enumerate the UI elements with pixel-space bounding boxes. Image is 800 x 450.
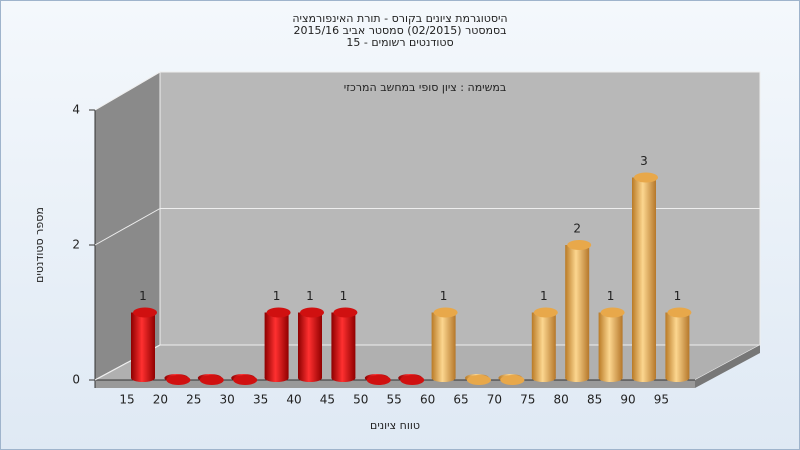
bar — [298, 307, 324, 382]
bar-top — [667, 307, 692, 318]
data-label: 1 — [306, 289, 314, 303]
bar-top — [166, 375, 191, 385]
data-label: 1 — [273, 289, 281, 303]
x-tick-label: 60 — [420, 393, 435, 407]
data-label: 1 — [440, 289, 448, 303]
bar-top — [500, 375, 525, 385]
bar-top — [333, 307, 358, 318]
bar-top — [533, 307, 558, 318]
bar — [665, 307, 692, 382]
bar-top — [133, 307, 157, 318]
x-tick-label: 15 — [119, 393, 134, 407]
data-label: 2 — [573, 222, 581, 236]
bar-body — [331, 312, 356, 378]
bar-top — [199, 375, 224, 385]
grid-line — [94, 208, 161, 246]
bar — [431, 307, 458, 382]
x-tick-label: 70 — [487, 393, 502, 407]
bar-top — [400, 375, 425, 385]
floor-edge — [695, 345, 760, 388]
bar-body — [131, 312, 155, 378]
x-tick-label: 20 — [153, 393, 168, 407]
x-axis-label: טווח ציונים — [370, 419, 420, 432]
bar — [632, 172, 658, 382]
bar-body — [632, 177, 656, 378]
x-tick-label: 45 — [320, 393, 335, 407]
bar — [598, 307, 625, 382]
bar — [131, 307, 157, 382]
bar-top — [467, 375, 491, 385]
bar — [231, 374, 258, 385]
x-tick-label: 30 — [220, 393, 235, 407]
bar-body — [598, 312, 623, 378]
bar-body — [264, 312, 289, 378]
data-label: 1 — [674, 289, 682, 303]
bar-top — [266, 307, 291, 318]
bar — [331, 307, 358, 382]
x-tick-label: 95 — [654, 393, 669, 407]
bar — [264, 307, 291, 382]
y-tick-label: 4 — [72, 103, 80, 117]
bar — [364, 374, 391, 385]
bar — [197, 374, 224, 385]
grid-line — [94, 71, 161, 111]
bar — [465, 374, 491, 385]
bar-top — [634, 172, 658, 183]
bar-top — [433, 307, 458, 318]
bar — [565, 240, 592, 382]
annotation: במשימה : ציון סופי במחשב המרכזי — [344, 81, 507, 94]
bar-body — [565, 245, 590, 378]
bar-top — [600, 307, 625, 318]
x-tick-label: 85 — [587, 393, 602, 407]
x-tick-label: 50 — [353, 393, 368, 407]
floor — [94, 344, 761, 381]
y-axis-label: מספר סטודנטים — [33, 207, 46, 283]
bar-top — [366, 375, 391, 385]
x-tick-label: 90 — [620, 393, 635, 407]
bar-body — [531, 312, 556, 378]
bar-body — [431, 312, 456, 378]
bar-top — [233, 375, 258, 385]
bar — [398, 374, 425, 385]
data-label: 1 — [607, 289, 615, 303]
bar — [531, 307, 558, 382]
x-tick-label: 40 — [286, 393, 301, 407]
bar — [498, 374, 525, 385]
data-label: 1 — [540, 289, 548, 303]
x-tick-label: 55 — [387, 393, 402, 407]
subtitle: סטודנטים רשומים - 15 — [346, 36, 453, 49]
x-tick-label: 75 — [520, 393, 535, 407]
bar-top — [567, 240, 592, 250]
y-tick-label: 0 — [72, 373, 80, 387]
bar-body — [665, 312, 690, 378]
subtitle: בסמסטר (02/2015) סמסטר אביב 2015/16 — [293, 24, 506, 37]
x-tick-label: 80 — [554, 393, 569, 407]
x-tick-label: 25 — [186, 393, 201, 407]
x-tick-label: 35 — [253, 393, 268, 407]
data-label: 1 — [139, 289, 147, 303]
y-tick-label: 2 — [72, 238, 80, 252]
x-tick-label: 65 — [453, 393, 468, 407]
data-label: 3 — [640, 154, 648, 168]
bar — [164, 374, 191, 385]
chart-title: היסטוגרמת ציונים בקורס - תורת האינפורמצי… — [292, 12, 507, 25]
bar-body — [298, 312, 322, 378]
bar-top — [300, 307, 324, 318]
data-label: 1 — [340, 289, 348, 303]
